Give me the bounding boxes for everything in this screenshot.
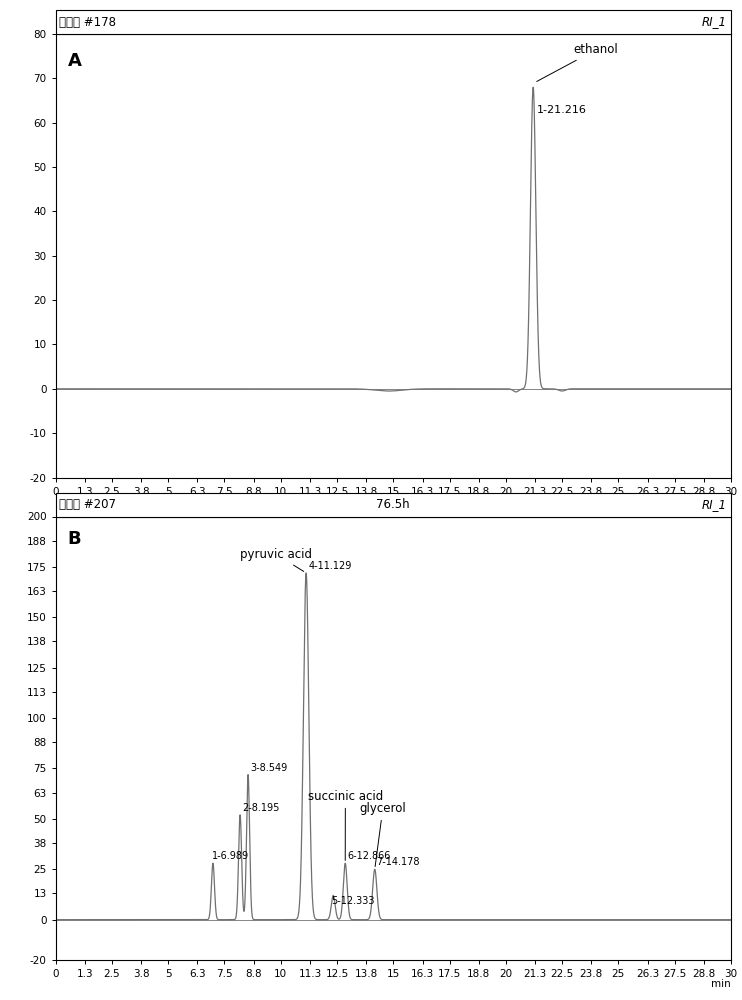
Text: RI_1: RI_1 — [702, 498, 727, 511]
Text: 1-21.216: 1-21.216 — [536, 105, 586, 115]
Text: 有机酸 #178: 有机酸 #178 — [59, 15, 116, 28]
Text: RI_1: RI_1 — [702, 15, 727, 28]
Text: A: A — [68, 52, 82, 70]
Text: 5-12.333: 5-12.333 — [331, 896, 375, 906]
Text: 7-14.178: 7-14.178 — [376, 857, 420, 867]
Text: 3-8.549: 3-8.549 — [250, 763, 288, 773]
Text: μRIU: μRIU — [56, 21, 83, 34]
Text: succinic acid: succinic acid — [308, 790, 383, 860]
Text: 4-11.129: 4-11.129 — [309, 561, 352, 571]
Text: 76.5h: 76.5h — [376, 498, 410, 511]
Text: 1-6.989: 1-6.989 — [211, 851, 249, 861]
Text: B: B — [68, 530, 82, 548]
Text: 6-12.866: 6-12.866 — [347, 851, 390, 861]
Text: min: min — [711, 979, 731, 989]
Text: 有机酸 #207: 有机酸 #207 — [59, 498, 116, 511]
Text: pyruvic acid: pyruvic acid — [240, 548, 312, 571]
Text: 2-8.195: 2-8.195 — [243, 803, 280, 813]
Text: μRIU: μRIU — [56, 503, 83, 516]
Text: min: min — [711, 502, 731, 512]
Text: glycerol: glycerol — [360, 802, 407, 867]
Text: ethanol: ethanol — [536, 43, 618, 81]
